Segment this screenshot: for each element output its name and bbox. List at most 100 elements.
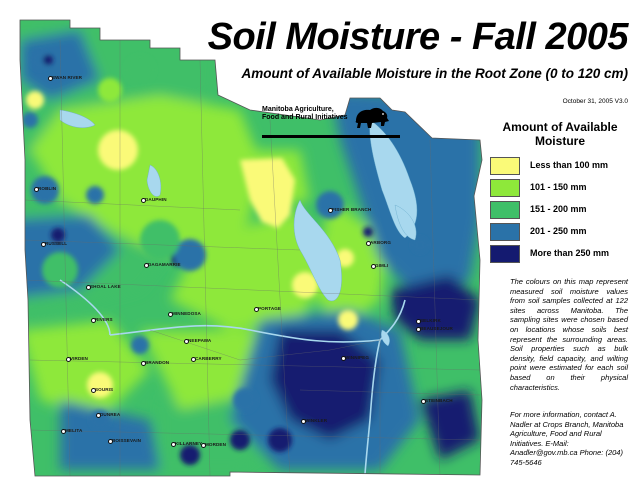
place-label: MINNEDOSA <box>172 311 201 316</box>
legend-label: 201 - 250 mm <box>530 226 587 236</box>
moisture-spot <box>31 176 59 204</box>
moisture-spots <box>22 50 428 465</box>
moisture-spot <box>412 237 428 253</box>
lake <box>293 199 342 302</box>
moisture-spot <box>87 372 113 398</box>
place-label: DAGAMARRIE <box>148 262 181 267</box>
road <box>269 119 291 476</box>
town-marker <box>421 399 426 404</box>
place-label: VIRDEN <box>70 356 88 361</box>
town-marker <box>91 388 96 393</box>
town-marker <box>168 312 173 317</box>
road <box>24 239 301 251</box>
moisture-spot <box>268 428 292 452</box>
dry-pocket <box>240 158 295 228</box>
moisture-spot <box>233 388 257 412</box>
legend-swatch <box>490 201 520 219</box>
place-label: DAUPHIN <box>145 197 167 202</box>
moisture-spot <box>338 310 358 330</box>
town-marker <box>61 429 66 434</box>
place-label: SWAN RIVER <box>52 75 83 80</box>
town-marker <box>341 356 346 361</box>
legend-label: More than 250 mm <box>530 248 610 258</box>
place-label: SELKIRK <box>420 318 441 323</box>
town-marker <box>191 357 196 362</box>
province-outline <box>19 19 483 477</box>
place-label: MELITA <box>65 428 83 433</box>
town-marker <box>141 361 146 366</box>
lake <box>394 204 417 241</box>
place-label: STEINBACH <box>425 398 453 403</box>
lake <box>146 164 162 197</box>
legend-swatch <box>490 245 520 263</box>
town-marker <box>371 264 376 269</box>
legend-label: 101 - 150 mm <box>530 182 587 192</box>
town-marker <box>254 307 259 312</box>
map-title: Soil Moisture - Fall 2005 <box>207 16 629 58</box>
moisture-spot <box>174 239 206 271</box>
legend-title: Amount of Available Moisture <box>502 120 618 148</box>
road <box>199 59 211 476</box>
road <box>299 389 481 396</box>
agency-name: Manitoba Agriculture, Food and Rural Ini… <box>262 106 348 121</box>
place-label: FISHER BRANCH <box>332 207 372 212</box>
moisture-spot <box>86 186 104 204</box>
place-label: CARBERRY <box>195 356 222 361</box>
moisture-spot <box>180 445 200 465</box>
town-marker <box>34 187 39 192</box>
town-marker <box>301 419 306 424</box>
town-marker <box>144 263 149 268</box>
moisture-spot <box>140 220 180 260</box>
town-marker <box>66 357 71 362</box>
place-label: SOURIS <box>95 387 114 392</box>
moisture-spot <box>51 228 65 242</box>
town-marker <box>41 242 46 247</box>
moisture-spot <box>98 78 122 102</box>
road <box>429 139 441 476</box>
lake <box>59 109 96 128</box>
place-label: BEAUSEJOUR <box>420 326 453 331</box>
lakes <box>59 109 418 475</box>
town-marker <box>171 442 176 447</box>
version-date: October 31, 2005 V3.0 <box>562 98 628 105</box>
legend-swatch <box>490 179 520 197</box>
road <box>29 429 481 441</box>
town-marker <box>141 198 146 203</box>
moisture-spot <box>292 272 318 298</box>
road <box>149 329 381 361</box>
lake <box>369 119 418 239</box>
road <box>59 39 71 476</box>
place-label: WINKLER <box>305 418 328 423</box>
moisture-spot <box>131 336 149 354</box>
road-network <box>24 39 481 476</box>
river <box>59 279 111 336</box>
moisture-spot <box>98 130 138 170</box>
legend-swatch <box>490 223 520 241</box>
river <box>379 299 406 341</box>
moisture-spot <box>30 50 50 70</box>
moisture-spot <box>43 55 53 65</box>
place-label: KILLARNEY <box>175 441 203 446</box>
place-label: BOISSEVAIN <box>112 438 141 443</box>
river <box>109 324 381 343</box>
place-label: DUNREA <box>100 412 121 417</box>
town-marker <box>96 413 101 418</box>
road <box>24 279 481 301</box>
legend-label: Less than 100 mm <box>530 160 609 170</box>
agency-underline <box>262 135 400 138</box>
town-marker <box>416 319 421 324</box>
place-label: BRANDON <box>145 360 170 365</box>
legend-label: 151 - 200 mm <box>530 204 587 214</box>
legend-swatch <box>490 157 520 175</box>
place-label: NEEPAWA <box>188 338 212 343</box>
moisture-spot <box>22 112 38 128</box>
moisture-spot <box>316 191 344 219</box>
bison-icon <box>355 107 389 128</box>
moisture-spot <box>42 252 78 288</box>
moisture-spot <box>363 227 373 237</box>
road <box>24 199 241 211</box>
map-subtitle: Amount of Available Moisture in the Root… <box>241 66 628 81</box>
moisture-spot <box>90 410 110 430</box>
place-label: ROBLIN <box>38 186 57 191</box>
